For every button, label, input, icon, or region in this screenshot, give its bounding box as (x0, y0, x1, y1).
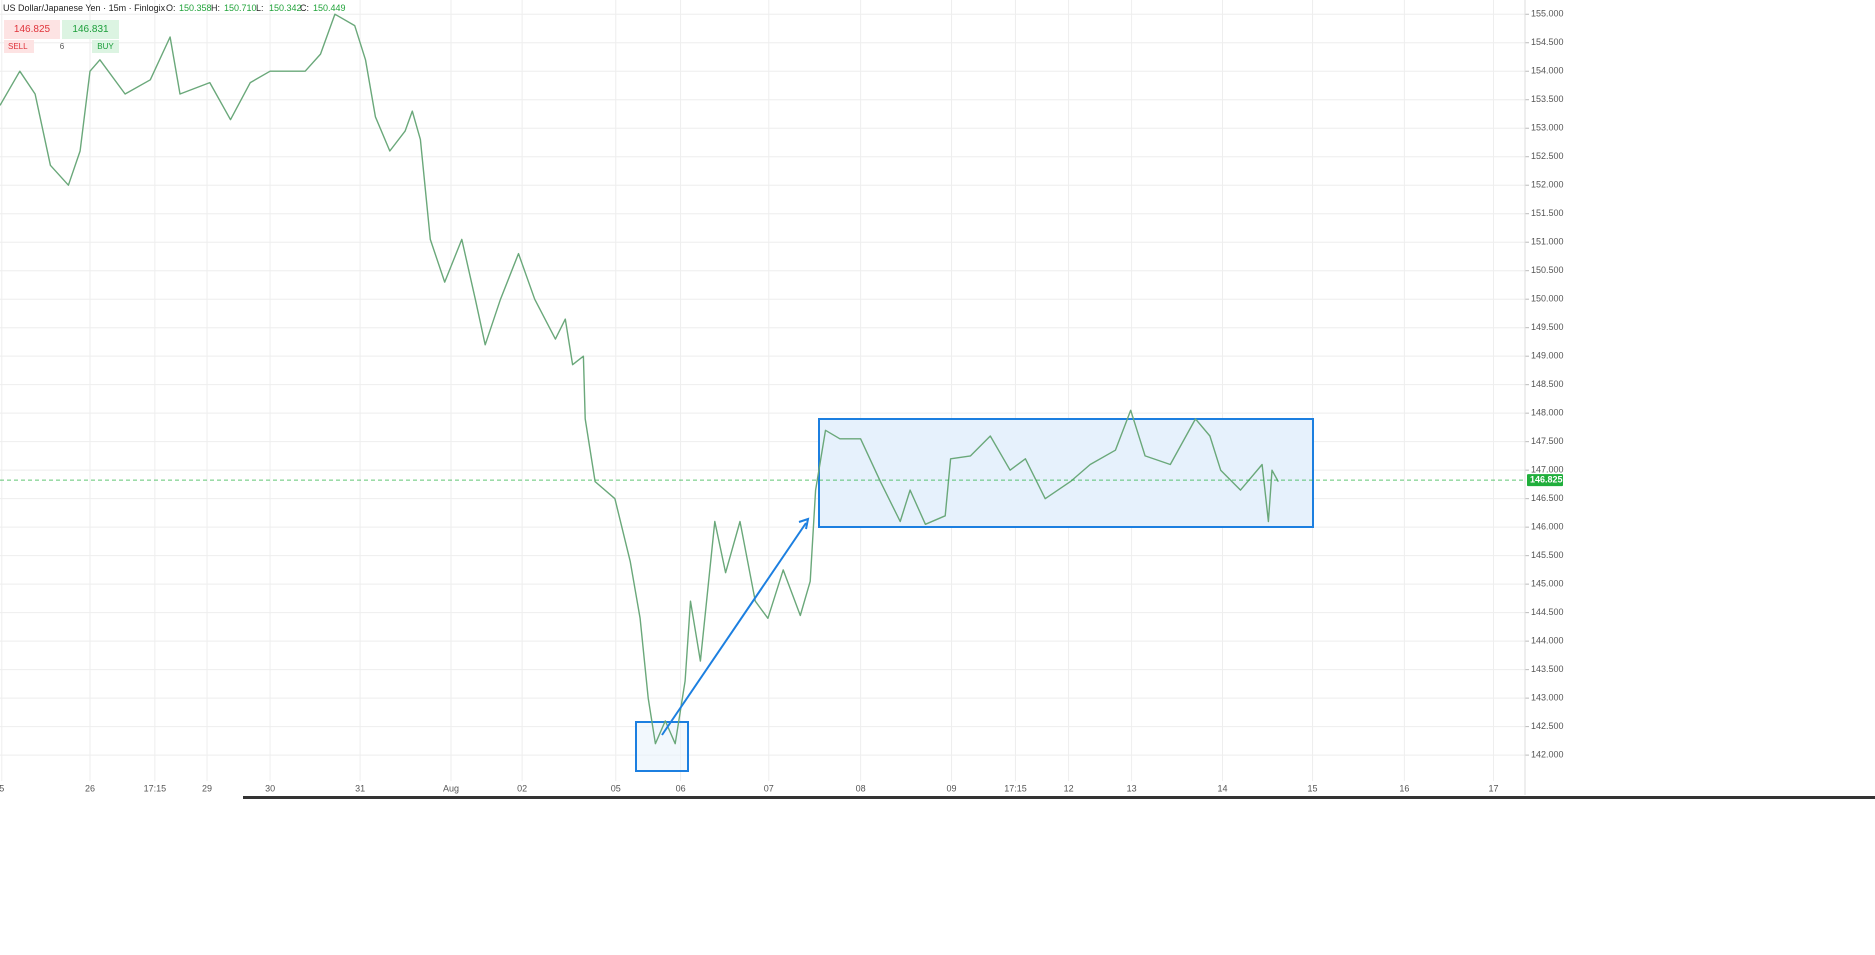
last-price-label: 146.825 (1530, 475, 1563, 485)
x-tick-label: 16 (1399, 783, 1409, 793)
y-tick-label: 152.000 (1531, 180, 1564, 190)
x-tick-label: 12 (1064, 783, 1074, 793)
y-tick-label: 153.000 (1531, 123, 1564, 133)
x-tick-label: 17 (1488, 783, 1498, 793)
x-tick-label: 02 (517, 783, 527, 793)
last-price-tag (1527, 474, 1563, 487)
annotation-range (818, 418, 1314, 528)
ohlc-value: 150.358 (179, 3, 212, 13)
symbol-title: US Dollar/Japanese Yen · 15m · Finlogix (3, 3, 166, 13)
y-tick-label: 146.500 (1531, 493, 1564, 503)
y-tick-label: 151.000 (1531, 237, 1564, 247)
y-tick-label: 147.500 (1531, 436, 1564, 446)
x-tick-label: 07 (764, 783, 774, 793)
y-tick-label: 150.000 (1531, 294, 1564, 304)
ohlc-value: 150.449 (313, 3, 346, 13)
x-tick-label: 05 (611, 783, 621, 793)
y-tick-label: 149.500 (1531, 322, 1564, 332)
x-tick-label: 09 (947, 783, 957, 793)
y-tick-label: 151.500 (1531, 208, 1564, 218)
y-tick-label: 154.500 (1531, 37, 1564, 47)
buy-button[interactable]: 146.831 (62, 20, 119, 39)
y-tick-label: 147.000 (1531, 465, 1564, 475)
y-tick-label: 145.500 (1531, 550, 1564, 560)
ohlc-value: 150.342 (269, 3, 302, 13)
series (0, 13, 1525, 745)
x-tick-label: 29 (202, 783, 212, 793)
x-tick-label: 08 (856, 783, 866, 793)
y-tick-label: 148.500 (1531, 379, 1564, 389)
ohlc-value: 150.710 (224, 3, 257, 13)
sell-label[interactable]: SELL (4, 40, 34, 53)
y-tick-label: 145.000 (1531, 579, 1564, 589)
x-tick-label: 06 (676, 783, 686, 793)
ohlc-label: C: (300, 3, 309, 13)
x-tick-label: 30 (265, 783, 275, 793)
ohlc-label: H: (211, 3, 220, 13)
annotation-arrow (661, 522, 807, 736)
x-tick-label: 17:15 (1004, 783, 1027, 793)
grid: 142.000 142.500 143.000 143.500 144.000 144.5… (0, 0, 1564, 795)
y-tick-label: 142.000 (1531, 749, 1564, 759)
y-tick-label: 143.500 (1531, 664, 1564, 674)
y-tick-label: 144.500 (1531, 607, 1564, 617)
y-tick-label: 142.500 (1531, 721, 1564, 731)
y-tick-label: 154.000 (1531, 66, 1564, 76)
y-tick-label: 144.000 (1531, 636, 1564, 646)
x-tick-label: 5 (0, 783, 4, 793)
y-tick-label: 149.000 (1531, 351, 1564, 361)
x-tick-label: 26 (85, 783, 95, 793)
buy-label[interactable]: BUY (92, 40, 119, 53)
y-tick-label: 152.500 (1531, 151, 1564, 161)
sell-button[interactable]: 146.825 (4, 20, 60, 39)
x-tick-label: Aug (443, 783, 459, 793)
spread: 6 (59, 42, 65, 51)
ohlc-label: L: (256, 3, 264, 13)
y-tick-label: 146.000 (1531, 522, 1564, 532)
price-line (0, 13, 1279, 745)
scrollbar (243, 796, 1875, 799)
arrow-head (798, 517, 810, 530)
x-tick-label: 13 (1127, 783, 1137, 793)
x-tick-label: 15 (1308, 783, 1318, 793)
x-tick-label: 17:15 (144, 783, 167, 793)
y-tick-label: 153.500 (1531, 94, 1564, 104)
y-tick-label: 143.000 (1531, 692, 1564, 702)
x-tick-label: 14 (1218, 783, 1228, 793)
y-tick-label: 155.000 (1531, 9, 1564, 19)
y-tick-label: 150.500 (1531, 265, 1564, 275)
y-tick-label: 148.000 (1531, 408, 1564, 418)
x-tick-label: 31 (355, 783, 365, 793)
ohlc-label: O: (166, 3, 176, 13)
